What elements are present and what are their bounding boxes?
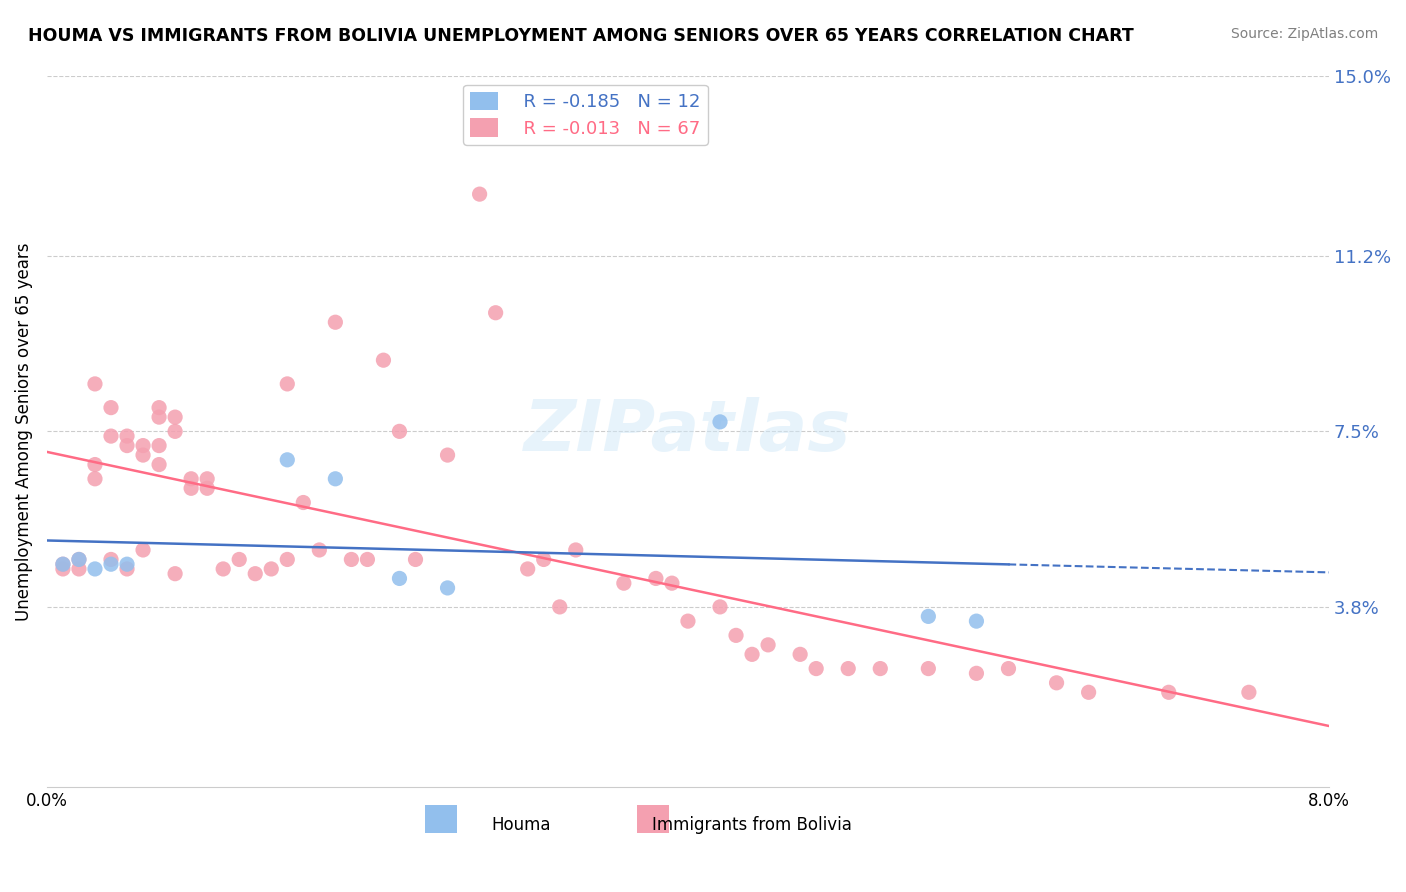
Point [340,552,363,566]
Point [724,628,747,642]
Point [468,187,491,202]
FancyBboxPatch shape [425,805,457,833]
Point [388,425,411,439]
Point [132,439,155,453]
Text: HOUMA VS IMMIGRANTS FROM BOLIVIA UNEMPLOYMENT AMONG SENIORS OVER 65 YEARS CORREL: HOUMA VS IMMIGRANTS FROM BOLIVIA UNEMPLO… [28,27,1133,45]
Point [52,558,75,572]
Point [52,562,75,576]
Point [276,452,298,467]
Point [565,543,588,558]
Point [115,562,138,576]
Point [804,662,827,676]
Point [356,552,378,566]
Point [741,648,763,662]
Point [67,552,90,566]
Point [100,558,122,572]
Point [436,581,458,595]
Point [180,481,202,495]
Point [436,448,458,462]
Point [516,562,538,576]
Point [276,552,298,566]
Point [84,458,107,472]
Point [84,472,107,486]
Point [292,495,315,509]
Point [148,410,170,425]
Point [115,558,138,572]
Point [245,566,267,581]
Point [67,552,90,566]
Point [373,353,395,368]
Point [132,448,155,462]
Point [1157,685,1180,699]
Point [148,458,170,472]
Point [388,571,411,585]
Point [148,439,170,453]
Point [195,472,218,486]
Point [100,401,122,415]
Point [148,401,170,415]
Point [405,552,427,566]
Point [165,410,187,425]
Point [965,614,987,628]
Point [84,376,107,391]
Point [52,558,75,572]
Point [1077,685,1099,699]
Point [676,614,699,628]
Text: ZIPatlas: ZIPatlas [524,397,852,466]
Point [260,562,283,576]
Point [789,648,811,662]
Point [709,599,731,614]
FancyBboxPatch shape [637,805,669,833]
Point [997,662,1019,676]
Point [644,571,666,585]
Point [1045,675,1067,690]
Point [165,566,187,581]
Point [837,662,859,676]
Point [100,552,122,566]
Text: Immigrants from Bolivia: Immigrants from Bolivia [652,816,852,834]
Point [228,552,250,566]
Text: Source: ZipAtlas.com: Source: ZipAtlas.com [1230,27,1378,41]
Point [917,662,939,676]
Point [132,543,155,558]
Point [115,439,138,453]
Point [661,576,683,591]
Point [1237,685,1260,699]
Text: Houma: Houma [492,816,551,834]
Point [308,543,330,558]
Point [485,306,508,320]
Point [195,481,218,495]
Point [212,562,235,576]
Point [276,376,298,391]
Y-axis label: Unemployment Among Seniors over 65 years: Unemployment Among Seniors over 65 years [15,242,32,621]
Point [325,315,347,329]
Legend:   R = -0.185   N = 12,   R = -0.013   N = 67: R = -0.185 N = 12, R = -0.013 N = 67 [463,85,707,145]
Point [869,662,891,676]
Point [165,425,187,439]
Point [533,552,555,566]
Point [965,666,987,681]
Point [100,429,122,443]
Point [709,415,731,429]
Point [67,562,90,576]
Point [180,472,202,486]
Point [325,472,347,486]
Point [613,576,636,591]
Point [84,562,107,576]
Point [115,429,138,443]
Point [548,599,571,614]
Point [917,609,939,624]
Point [756,638,779,652]
